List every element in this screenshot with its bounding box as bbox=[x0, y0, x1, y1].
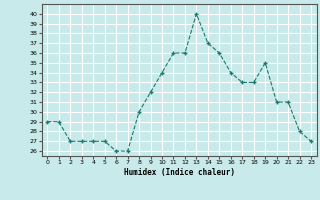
X-axis label: Humidex (Indice chaleur): Humidex (Indice chaleur) bbox=[124, 168, 235, 177]
